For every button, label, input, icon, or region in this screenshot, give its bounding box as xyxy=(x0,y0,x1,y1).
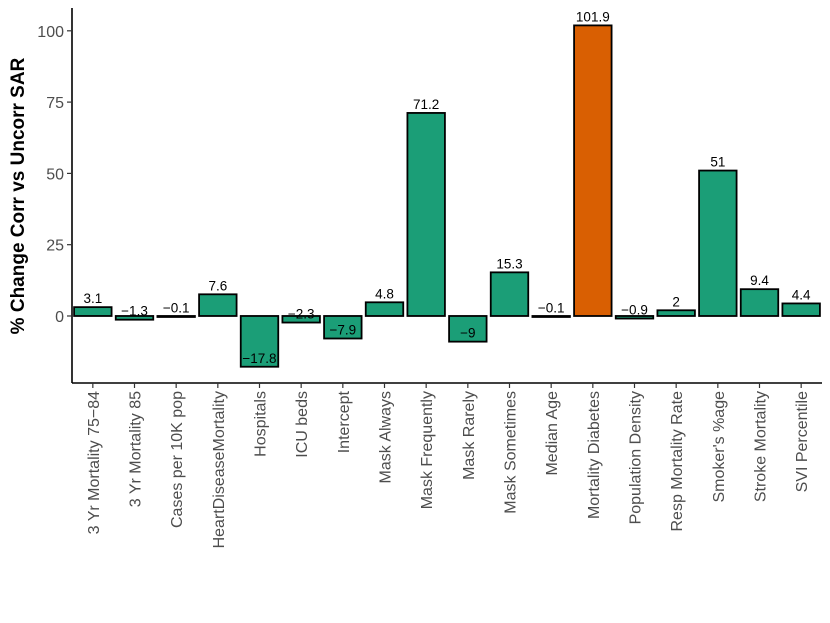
data-label: 2 xyxy=(672,294,680,309)
x-tick-label: 3 Yr Mortality 75−84 xyxy=(86,391,103,534)
x-tick-label: 3 Yr Mortality 85 xyxy=(128,391,145,507)
x-tick-label: Hospitals xyxy=(253,391,270,457)
bar xyxy=(239,315,280,368)
y-tick-label: 0 xyxy=(55,309,64,326)
data-label: −9 xyxy=(460,326,475,341)
x-tick-label: Intercept xyxy=(336,390,353,453)
x-tick-label: HeartDiseaseMortality xyxy=(211,391,228,548)
data-label: −17.8 xyxy=(242,351,276,366)
x-tick-label: Mask Sometimes xyxy=(503,391,520,514)
bar xyxy=(781,302,821,317)
y-axis-title: % Change Corr vs Uncorr SAR xyxy=(8,57,29,334)
bar xyxy=(614,315,655,320)
bar xyxy=(364,301,405,317)
y-tick-label: 100 xyxy=(37,24,64,41)
x-tick-label: Median Age xyxy=(544,391,561,476)
data-label: 7.6 xyxy=(208,278,227,293)
data-label: 15.3 xyxy=(496,256,522,271)
bar xyxy=(698,169,738,317)
bar xyxy=(323,315,363,340)
data-label: 101.9 xyxy=(576,9,610,24)
data-label: 51 xyxy=(710,155,725,170)
bars-layer xyxy=(73,24,821,368)
y-tick-label: 25 xyxy=(46,238,64,255)
bar xyxy=(531,315,571,318)
x-tick-label: Population Density xyxy=(628,391,645,524)
x-tick-label: Smoker's %age xyxy=(711,391,728,503)
x-ticks: 3 Yr Mortality 75−84 3 Yr Mortality 85 Cas… xyxy=(86,383,811,548)
x-tick-label: Cases per 10K pop xyxy=(169,391,186,528)
y-tick-label: 50 xyxy=(46,166,64,183)
x-tick-label: Mortality Diabetes xyxy=(586,391,603,519)
data-label: 3.1 xyxy=(83,291,102,306)
bar xyxy=(573,24,613,317)
axes-layer xyxy=(71,8,822,384)
data-label: −7.9 xyxy=(330,323,357,338)
bar xyxy=(739,288,780,317)
x-tick-label: Mask Rarely xyxy=(461,391,478,480)
data-label: −2.3 xyxy=(288,307,315,322)
bar xyxy=(448,315,488,343)
x-tick-label: Resp Mortality Rate xyxy=(669,391,686,532)
x-tick-label: Mask Always xyxy=(378,391,395,483)
bar xyxy=(406,112,446,317)
data-label: 9.4 xyxy=(750,273,769,288)
data-label: −0.1 xyxy=(163,300,190,315)
data-label: 71.2 xyxy=(413,97,439,112)
x-tick-label: Mask Frequently xyxy=(419,391,436,509)
bar xyxy=(156,315,196,318)
bar xyxy=(114,315,155,321)
x-tick-label: ICU beds xyxy=(294,391,311,458)
bar xyxy=(656,309,696,317)
x-tick-label: SVI Percentile xyxy=(794,391,811,492)
data-label: 4.4 xyxy=(792,287,811,302)
data-labels-layer: 3.1 −1.3 −0.1 7.6 −17.8 −2.3 −7.9 4.8 71.2 −9 15.3… xyxy=(83,9,811,365)
bar xyxy=(198,293,238,317)
bar xyxy=(281,315,321,324)
y-tick-label: 75 xyxy=(46,95,64,112)
x-tick-label: Stroke Mortality xyxy=(753,391,770,502)
data-label: −0.9 xyxy=(621,303,648,318)
y-ticks: 0 25 50 75 100 xyxy=(37,24,72,326)
bar xyxy=(73,306,113,317)
bar xyxy=(489,271,530,317)
data-label: −1.3 xyxy=(121,304,148,319)
data-label: −0.1 xyxy=(538,300,565,315)
data-label: 4.8 xyxy=(375,286,394,301)
